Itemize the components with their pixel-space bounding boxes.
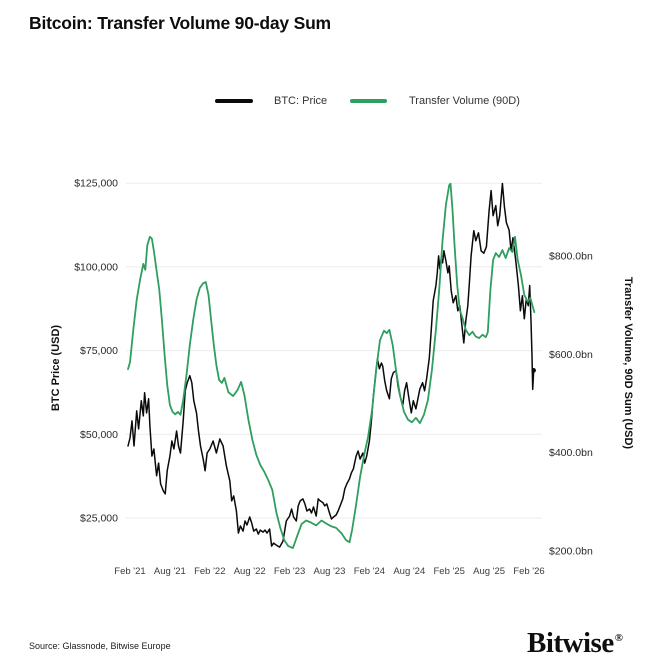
x-axis-tick-label: Aug '22 bbox=[234, 566, 266, 577]
right-axis-tick-label: $200.0bn bbox=[549, 546, 593, 558]
x-axis-tick-label: Feb '24 bbox=[354, 566, 385, 577]
left-axis-tick-label: $25,000 bbox=[80, 513, 118, 525]
x-axis-tick-label: Aug '21 bbox=[154, 566, 186, 577]
x-axis-tick-label: Feb '25 bbox=[434, 566, 465, 577]
transfer-volume-line bbox=[127, 182, 536, 549]
btc-price-legend-label: BTC: Price bbox=[274, 95, 328, 107]
btc-price-endpoint-dot bbox=[531, 368, 536, 373]
transfer-volume-legend-swatch bbox=[350, 99, 387, 103]
right-axis-tick-label: $400.0bn bbox=[549, 447, 593, 459]
btc-price-line bbox=[127, 182, 535, 548]
bitwise-logo: Bitwise® bbox=[527, 627, 623, 660]
page-title: Bitcoin: Transfer Volume 90-day Sum bbox=[29, 13, 331, 33]
transfer-volume-legend-label: Transfer Volume (90D) bbox=[409, 95, 520, 107]
x-axis-tick-label: Aug '23 bbox=[314, 566, 346, 577]
x-axis-tick-label: Feb '26 bbox=[513, 566, 544, 577]
x-axis-tick-label: Feb '21 bbox=[114, 566, 145, 577]
x-axis-tick-label: Aug '24 bbox=[393, 566, 425, 577]
right-axis-tick-label: $800.0bn bbox=[549, 251, 593, 263]
btc-price-legend-swatch bbox=[215, 99, 253, 103]
x-axis-tick-label: Feb '22 bbox=[194, 566, 225, 577]
bitwise-logo-text: Bitwise bbox=[527, 627, 614, 659]
x-axis-tick-label: Feb '23 bbox=[274, 566, 305, 577]
left-axis-tick-label: $125,000 bbox=[74, 178, 118, 190]
chart-canvas: $125,000 $100,000 $75,000 $50,000 $25,000 $80… bbox=[74, 178, 593, 577]
left-axis-tick-label: $50,000 bbox=[80, 429, 118, 441]
source-note: Source: Glassnode, Bitwise Europe bbox=[29, 641, 171, 651]
x-axis-tick-label: Aug '25 bbox=[473, 566, 505, 577]
right-axis-tick-label: $600.0bn bbox=[549, 349, 593, 361]
left-axis-tick-label: $100,000 bbox=[74, 261, 118, 273]
registered-mark: ® bbox=[614, 632, 623, 645]
left-axis-tick-label: $75,000 bbox=[80, 345, 118, 357]
